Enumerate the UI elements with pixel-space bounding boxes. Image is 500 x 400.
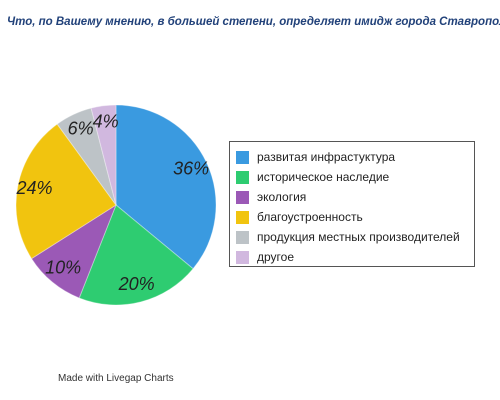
slice-value-label-4: 24% <box>15 178 52 198</box>
legend-item: экология <box>236 187 474 207</box>
legend-item: благоустроенность <box>236 207 474 227</box>
legend-swatch <box>236 210 249 224</box>
legend-item: историческое наследие <box>236 167 474 187</box>
pie-slice-1 <box>115 104 217 270</box>
slice-value-label-3: 10% <box>45 258 81 278</box>
pie-slice-4 <box>15 123 117 260</box>
legend-label: продукция местных производителей <box>257 230 460 244</box>
pie-slice-5 <box>56 107 117 206</box>
chart-title: Что, по Вашему мнению, в большей степени… <box>7 16 500 28</box>
legend-swatch <box>236 170 249 184</box>
legend-item: продукция местных производителей <box>236 227 474 247</box>
legend-label: благоустроенность <box>257 210 363 224</box>
legend-label: развитая инфрастуктура <box>257 150 396 164</box>
legend-swatch <box>236 230 249 244</box>
chart-legend: развитая инфрастуктура историческое насле… <box>229 141 475 267</box>
legend-swatch <box>236 190 249 204</box>
legend-item: развитая инфрастуктура <box>236 147 474 167</box>
pie-slice-3 <box>30 203 118 299</box>
legend-item: другое <box>236 247 474 267</box>
footer-credit: Made with Livegap Charts <box>58 373 174 384</box>
legend-swatch <box>236 250 249 264</box>
slice-value-label-1: 36% <box>173 158 209 178</box>
slice-value-label-5: 6% <box>68 119 94 139</box>
pie-slice-2 <box>78 204 194 306</box>
legend-swatch <box>236 150 249 164</box>
pie-slice-6 <box>90 104 117 206</box>
legend-label: другое <box>257 250 295 264</box>
slice-value-label-2: 20% <box>118 274 155 294</box>
legend-label: экология <box>257 190 307 204</box>
legend-label: историческое наследие <box>257 170 390 184</box>
slice-value-label-6: 4% <box>93 111 119 131</box>
